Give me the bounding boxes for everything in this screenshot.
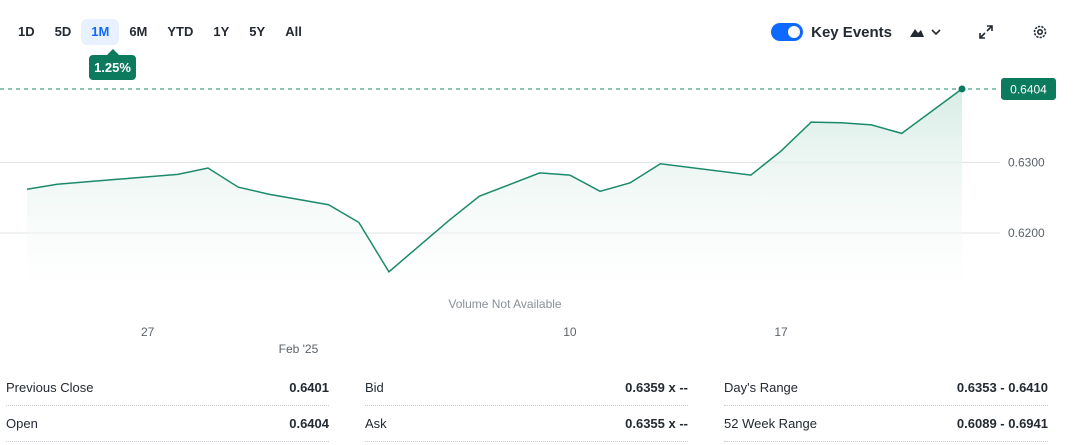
stat-previous-close: Previous Close 0.6401 [6, 370, 329, 406]
range-tab-1m[interactable]: 1M [81, 19, 120, 45]
settings-button[interactable] [1028, 18, 1052, 46]
stat-label: Bid [365, 380, 384, 395]
stat-label: Previous Close [6, 380, 94, 395]
stat-value: 0.6089 - 0.6941 [956, 416, 1048, 431]
range-tab-6m[interactable]: 6M [129, 24, 148, 39]
price-line [26, 88, 963, 273]
key-events-toggle[interactable] [771, 23, 804, 41]
stat-value: 0.6359 x -- [625, 380, 688, 395]
stat-days-range: Day's Range 0.6353 - 0.6410 [724, 370, 1048, 406]
stat-value: 0.6355 x -- [625, 416, 688, 431]
stat-value: 0.6404 [289, 416, 329, 431]
gear-icon [1033, 25, 1047, 39]
stat-label: Ask [365, 416, 387, 431]
stats-col-3: Day's Range 0.6353 - 0.6410 52 Week Rang… [724, 370, 1048, 442]
stats-col-2: Bid 0.6359 x -- Ask 0.6355 x -- [365, 370, 688, 442]
expand-button[interactable] [974, 18, 998, 46]
stat-bid: Bid 0.6359 x -- [365, 370, 688, 406]
area-fill [27, 88, 962, 301]
key-events-label: Key Events [811, 23, 892, 41]
range-tab-all[interactable]: All [285, 24, 302, 39]
chart-toolbar: Key Events [771, 18, 1052, 46]
range-tab-5y[interactable]: 5Y [249, 24, 266, 39]
expand-icon [979, 25, 993, 39]
range-tab-5d[interactable]: 5D [54, 24, 72, 39]
stat-open: Open 0.6404 [6, 406, 329, 442]
stat-label: Day's Range [724, 380, 799, 395]
range-tab-1d[interactable]: 1D [18, 24, 35, 39]
stat-52-week-range: 52 Week Range 0.6089 - 0.6941 [724, 406, 1048, 442]
last-value-label: 0.6404 [1010, 82, 1047, 96]
stat-ask: Ask 0.6355 x -- [365, 406, 688, 442]
y-tick-label: 0.6200 [1008, 226, 1045, 240]
x-tick-label: Feb '25 [279, 342, 319, 356]
mountain-chart-icon [910, 29, 941, 37]
stats-col-1: Previous Close 0.6401 Open 0.6404 [6, 370, 329, 442]
last-value-badge [1001, 77, 1056, 100]
quote-stats: Previous Close 0.6401 Open 0.6404 Bid 0.… [6, 370, 1080, 442]
range-tabs: 1D 5D 1M 6M YTD 1Y 5Y All [8, 19, 312, 45]
range-tab-1y[interactable]: 1Y [213, 24, 230, 39]
last-value-marker [958, 85, 966, 93]
stat-label: 52 Week Range [724, 416, 817, 431]
range-tab-ytd[interactable]: YTD [167, 24, 194, 39]
price-chart[interactable]: 0.6300 0.6200 0.6404 Volume Not Available 27… [0, 60, 1080, 360]
x-tick-label: 27 [141, 325, 155, 339]
stat-value: 0.6401 [289, 380, 329, 395]
stat-label: Open [6, 416, 38, 431]
stat-value: 0.6353 - 0.6410 [956, 380, 1048, 395]
x-tick-label: 17 [774, 325, 788, 339]
y-tick-label: 0.6300 [1008, 155, 1045, 169]
chart-type-button[interactable] [908, 18, 944, 46]
x-tick-label: 10 [563, 325, 577, 339]
volume-note: Volume Not Available [448, 297, 562, 311]
change-badge: 1.25% [89, 49, 136, 80]
